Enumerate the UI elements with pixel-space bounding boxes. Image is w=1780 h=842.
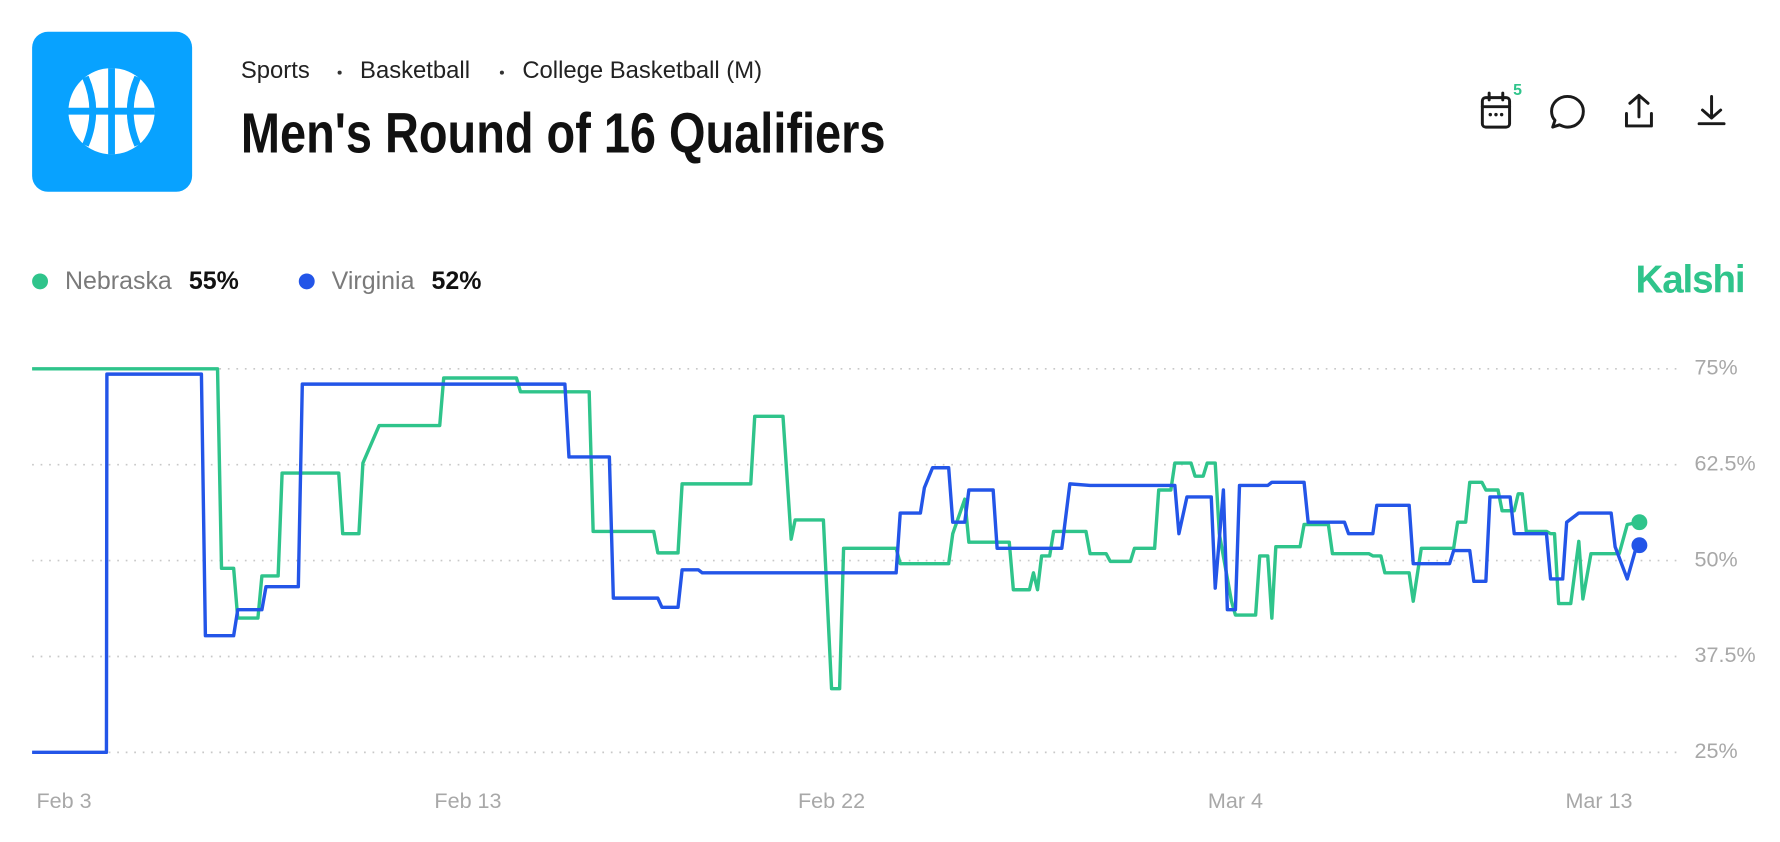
category-icon (32, 31, 193, 192)
legend-value: 52% (431, 267, 481, 295)
end-point (1631, 537, 1648, 554)
x-tick-label: Mar 4 (1208, 788, 1263, 813)
separator (337, 70, 342, 75)
y-tick-label: 62.5% (1695, 450, 1756, 475)
page-title: Men's Round of 16 Qualifiers (241, 102, 886, 165)
brand-logo: Kalshi (1636, 259, 1745, 302)
x-tick-label: Mar 13 (1565, 788, 1632, 813)
y-tick-label: 75% (1695, 354, 1738, 379)
download-button[interactable] (1697, 94, 1726, 126)
legend-swatch (32, 273, 48, 290)
y-tick-label: 37.5% (1695, 642, 1756, 667)
breadcrumb[interactable]: College Basketball (M) (522, 57, 762, 84)
y-tick-label: 25% (1695, 738, 1738, 763)
series-line (32, 367, 1640, 691)
legend-value: 55% (189, 267, 239, 295)
y-tick-label: 50% (1695, 546, 1738, 571)
x-tick-label: Feb 13 (434, 788, 501, 813)
x-tick-label: Feb 3 (36, 788, 91, 813)
calendar-button[interactable] (1480, 91, 1512, 129)
end-point (1631, 514, 1648, 531)
breadcrumb[interactable]: Basketball (360, 57, 470, 84)
series-line (32, 372, 1641, 755)
legend-label: Virginia (332, 267, 415, 295)
share-button[interactable] (1624, 93, 1653, 128)
legend-label: Nebraska (65, 267, 172, 295)
breadcrumb[interactable]: Sports (241, 57, 310, 84)
legend-swatch (298, 273, 315, 290)
calendar-badge: 5 (1513, 82, 1522, 99)
plot: 75% 62.5% 50% 37.5% 25% Feb 3 Feb 13 Feb 22 Mar … (32, 267, 1756, 813)
separator (499, 70, 504, 75)
x-tick-label: Feb 22 (798, 788, 865, 813)
comment-button[interactable] (1550, 94, 1585, 129)
